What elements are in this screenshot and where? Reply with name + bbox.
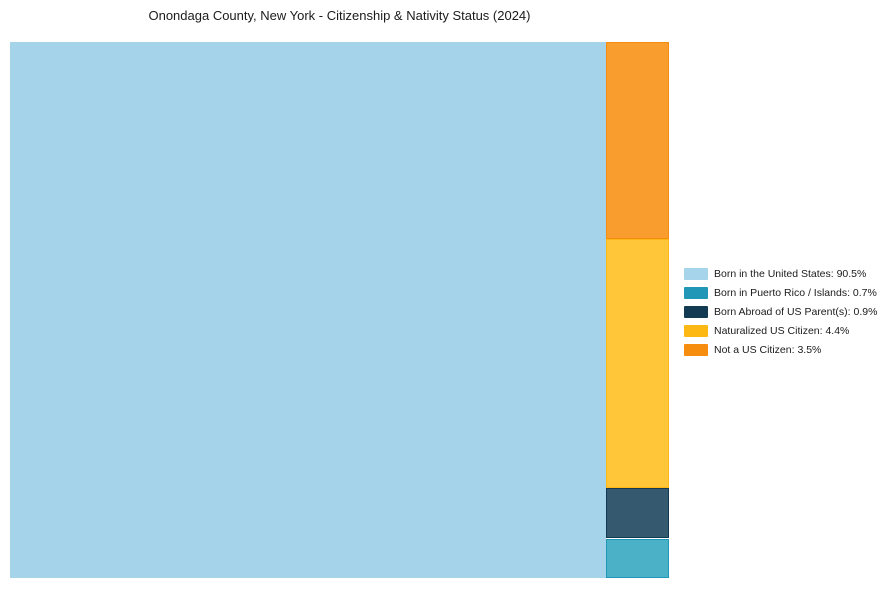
legend-item-not-a-us-citizen: Not a US Citizen: 3.5% — [684, 340, 877, 359]
legend-item-born-in-the-united-states: Born in the United States: 90.5% — [684, 265, 877, 284]
legend-label: Born Abroad of US Parent(s): 0.9% — [714, 305, 878, 318]
legend-swatch-naturalized-us-citizen — [684, 324, 708, 337]
treemap-tile-born-in-the-united-states[interactable] — [10, 42, 607, 578]
legend-item-naturalized-us-citizen: Naturalized US Citizen: 4.4% — [684, 321, 877, 340]
legend-swatch-born-in-puerto-rico-islands — [684, 287, 708, 300]
legend: Born in the United States: 90.5% Born in … — [684, 265, 877, 359]
legend-item-born-in-puerto-rico-islands: Born in Puerto Rico / Islands: 0.7% — [684, 284, 877, 303]
treemap-tile-born-in-puerto-rico-islands[interactable] — [606, 538, 669, 578]
legend-label: Born in Puerto Rico / Islands: 0.7% — [714, 287, 877, 300]
treemap-tile-born-abroad-of-us-parent-s[interactable] — [606, 487, 669, 539]
legend-swatch-born-in-the-united-states — [684, 268, 708, 281]
legend-label: Naturalized US Citizen: 4.4% — [714, 324, 850, 337]
treemap-plot — [10, 42, 669, 578]
legend-label: Not a US Citizen: 3.5% — [714, 343, 822, 356]
treemap-tile-not-a-us-citizen[interactable] — [606, 42, 669, 240]
treemap-tile-naturalized-us-citizen[interactable] — [606, 239, 669, 488]
legend-swatch-born-abroad-of-us-parent-s — [684, 305, 708, 318]
chart-title: Onondaga County, New York - Citizenship … — [148, 8, 531, 23]
legend-label: Born in the United States: 90.5% — [714, 268, 867, 281]
legend-item-born-abroad-of-us-parent-s: Born Abroad of US Parent(s): 0.9% — [684, 303, 877, 322]
legend-swatch-not-a-us-citizen — [684, 343, 708, 356]
